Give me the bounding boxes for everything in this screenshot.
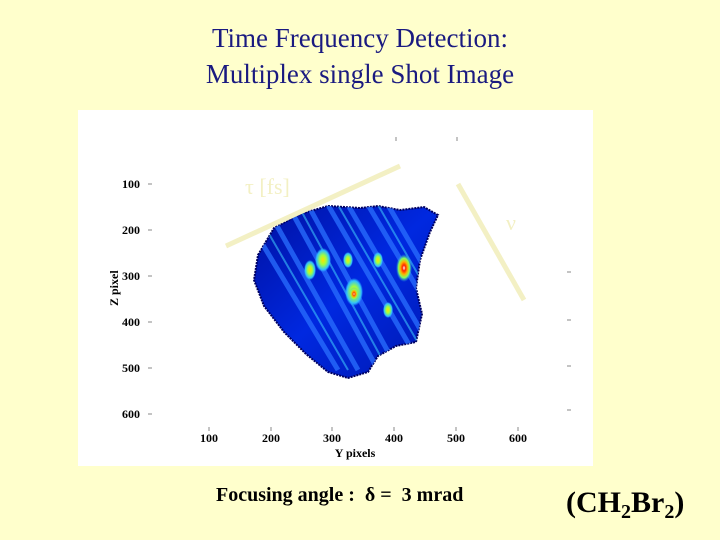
y-tick-label: 600 bbox=[509, 431, 527, 445]
formula-mid: Br bbox=[631, 486, 665, 519]
formula-subscript-1: 2 bbox=[621, 501, 631, 523]
formula-subscript-2: 2 bbox=[664, 501, 675, 523]
z-tick-label: 500 bbox=[122, 361, 140, 375]
formula-open: (CH bbox=[566, 486, 621, 519]
y-tick-label: 200 bbox=[262, 431, 280, 445]
y-tick-label: 100 bbox=[200, 431, 218, 445]
z-tick-label: 100 bbox=[122, 177, 140, 191]
y-axis: 100 200 300 400 500 600 Y pixels bbox=[200, 431, 527, 460]
y-axis-label: Y pixels bbox=[335, 446, 376, 460]
z-tick-label: 300 bbox=[122, 269, 140, 283]
y-tick-label: 500 bbox=[447, 431, 465, 445]
title-line-2: Multiplex single Shot Image bbox=[205, 59, 515, 89]
formula-close: ) bbox=[674, 486, 685, 519]
nu-axis-label: ν bbox=[506, 210, 516, 235]
title-line-1: Time Frequency Detection: bbox=[212, 23, 508, 53]
molecule-formula: (CH2Br2) bbox=[566, 486, 685, 523]
focusing-angle-caption: Focusing angle : δ = 3 mrad bbox=[216, 484, 464, 506]
y-tick-label: 300 bbox=[323, 431, 341, 445]
slide-title: Time Frequency Detection: Multiplex sing… bbox=[0, 20, 720, 92]
diffraction-pattern bbox=[252, 204, 440, 380]
detector-image-panel: τ [fs] ν 100 200 300 400 500 600 bbox=[78, 110, 593, 466]
detector-image: τ [fs] ν 100 200 300 400 500 600 bbox=[107, 137, 571, 460]
z-tick-label: 200 bbox=[122, 223, 140, 237]
z-axis-label: Z pixel bbox=[107, 270, 121, 306]
z-axis: 100 200 300 400 500 600 bbox=[107, 137, 571, 431]
tau-axis-line bbox=[224, 163, 402, 249]
y-tick-label: 400 bbox=[385, 431, 403, 445]
nu-axis-line bbox=[455, 182, 527, 302]
z-tick-label: 400 bbox=[122, 315, 140, 329]
z-tick-label: 600 bbox=[122, 407, 140, 421]
tau-axis-label: τ [fs] bbox=[245, 174, 290, 199]
